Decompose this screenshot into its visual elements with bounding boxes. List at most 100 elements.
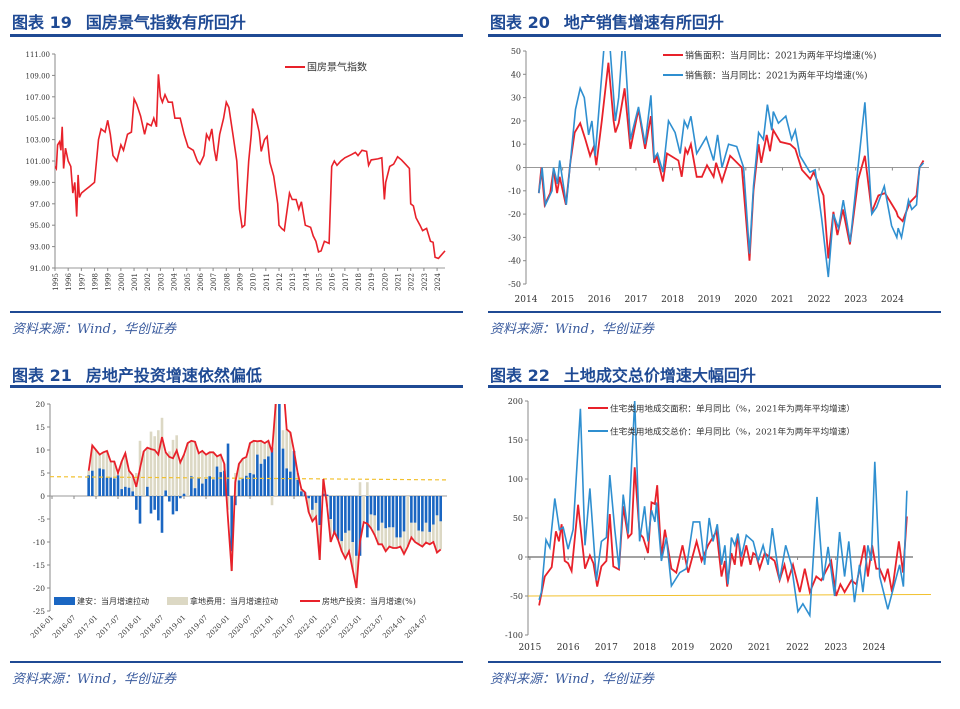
bar-construction [300,491,303,496]
x-tick-label: 2016 [588,295,611,305]
x-tick-label: 2007 [210,273,218,291]
bar-construction [289,471,292,496]
bar-construction [410,496,413,523]
bar-construction [193,488,197,496]
x-tick-label: 2024 [881,295,904,305]
bar-land [391,527,395,548]
bar-construction [369,496,373,515]
bar-construction [377,496,380,531]
x-tick-label: 2017 [342,273,350,291]
x-tick-label: 2013 [289,273,297,291]
legend-label: 建安：当月增速拉动 [77,596,149,606]
bar-land [380,522,384,545]
bar-construction [366,496,369,538]
bar-construction [333,496,336,533]
legend-label: 国房景气指数 [307,61,367,74]
y-tick-label: 40 [511,70,521,79]
bar-construction [281,448,285,496]
y-tick-label: -50 [508,280,521,289]
bar-land [373,515,376,536]
figure-number: 图表 22 [490,366,550,385]
bar-land [131,475,134,492]
bar-land [142,451,145,496]
bar-construction [252,474,255,496]
figure-title: 土地成交总价增速大幅回升 [563,366,756,385]
bar-construction [91,470,94,496]
bar-land [175,435,178,496]
x-tick-label: 2011 [263,273,271,291]
x-tick-label: 1995 [52,273,60,291]
bar-land [311,509,314,522]
bar-land [439,521,443,550]
chart-19-title: 图表 19 国房景气指数有所回升 [12,9,246,33]
y-tick-label: 5 [40,469,45,478]
x-tick-label: 2018 [661,295,684,305]
bar-land [329,519,332,542]
y-tick-label: 20 [35,400,45,409]
x-tick-label: 2021 [395,273,403,291]
x-tick-label: 1999 [105,273,113,291]
series-group [537,51,925,278]
x-tick-label: 2021 [748,643,771,653]
bar-construction [237,480,241,496]
x-tick-label: 1997 [78,273,86,291]
series-line [538,401,908,619]
bar-land [362,496,365,523]
x-tick-label: 1996 [65,272,73,290]
bar-construction [435,496,439,516]
bar-construction [230,496,233,552]
bar-construction [256,454,259,496]
bar-land [333,495,336,496]
legend-label: 销售面积：当月同比：2021为两年平均增速(%) [685,50,876,62]
x-tick-label: 2000 [118,273,126,291]
bar-construction [226,443,230,496]
bar-construction [175,496,178,512]
series-line [538,467,908,606]
bar-land [388,527,391,547]
bar-land [355,555,358,588]
y-tick-label: -5 [38,515,46,524]
bar-construction [384,496,387,529]
y-tick-label: 30 [511,94,521,103]
y-tick-label: 150 [508,436,523,445]
bar-land [182,454,186,494]
bar-land [127,470,131,488]
x-tick-label: 2018 [355,273,363,291]
series-line [87,404,442,589]
bar-construction [325,494,329,496]
legend-swatch [167,597,188,605]
bar-construction [164,490,167,496]
bar-land [179,460,182,496]
x-tick-label: 2020 [381,273,389,291]
bar-construction [219,472,222,496]
bar-construction [223,470,226,496]
bar-land [201,450,204,484]
x-tick-label: 2004 [171,272,179,290]
bar-land [146,447,149,487]
bar-construction [197,477,200,496]
x-tick-label: 2023 [824,643,847,653]
bar-construction [160,496,164,533]
bar-construction [270,447,274,496]
x-tick-label: 2023-01 [337,614,363,640]
bar-construction [179,496,182,499]
y-tick-label: -50 [510,592,523,601]
bar-construction [204,478,208,496]
x-tick-label: 2017 [624,295,647,305]
bar-construction [413,496,417,523]
bar-land [424,522,428,543]
bar-construction [347,496,351,531]
legend-label: 销售额：当月同比：2021为两年平均增速(%) [685,70,867,82]
footer-divider [10,661,463,663]
bar-construction [296,479,299,496]
bar-construction [439,496,443,522]
bar-land [197,453,200,478]
bar-land [399,537,402,547]
bar-construction [267,456,270,496]
bar-construction [105,477,109,496]
bar-land [347,530,351,552]
y-tick-label: -20 [508,210,521,219]
x-tick-label: 2019 [671,643,694,653]
bar-construction [311,496,314,510]
bar-land [351,542,354,570]
